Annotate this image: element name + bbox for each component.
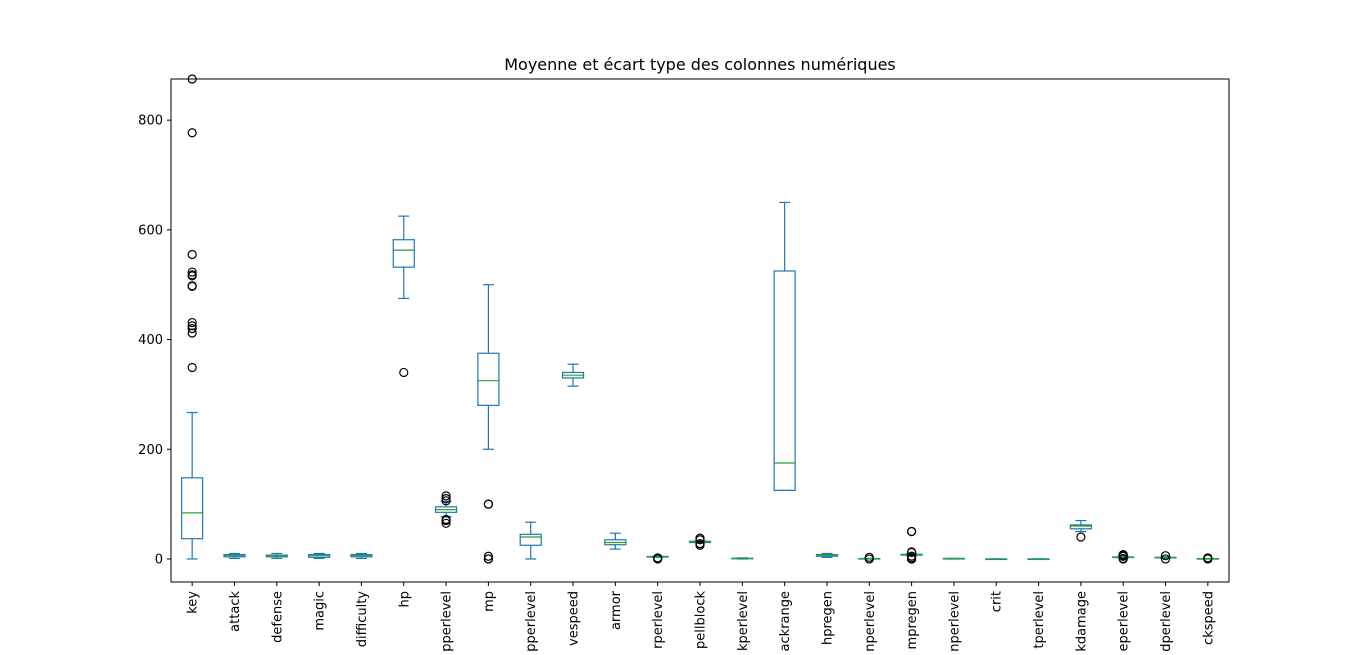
- x-tick-label: ackrange: [778, 591, 793, 651]
- flier-point: [187, 321, 197, 331]
- x-tick-label: kperlevel: [736, 591, 751, 651]
- flier-point: [695, 533, 705, 543]
- box-hpperlevel: [434, 491, 458, 528]
- x-tick-label: hpregen: [820, 591, 835, 645]
- flier-point: [441, 514, 451, 525]
- x-tick-label: defense: [270, 591, 285, 643]
- box-body: [519, 533, 542, 546]
- x-axis: key attack defense magic difficulty hp pperlev…: [186, 582, 1216, 652]
- box-movespeed: [561, 363, 585, 387]
- x-tick-label: mp: [482, 591, 497, 612]
- x-tick-label: tperlevel: [1032, 591, 1047, 649]
- box-hpregen: [815, 552, 839, 558]
- x-tick-label: magic: [313, 591, 328, 631]
- x-tick-label: crit: [990, 591, 1005, 612]
- box-hp: [392, 215, 415, 378]
- flier-point: [441, 494, 451, 504]
- box-body: [181, 477, 204, 540]
- flier-point: [695, 539, 705, 549]
- chart-title: Moyenne et écart type des colonnes numér…: [504, 55, 896, 74]
- flier-point: [399, 367, 409, 378]
- x-tick-label: dperlevel: [1159, 591, 1174, 652]
- box-mp: [477, 284, 500, 564]
- box-magic: [308, 552, 331, 560]
- x-tick-label: rperlevel: [651, 591, 666, 649]
- flier-point: [187, 328, 197, 338]
- flier-point: [187, 281, 197, 291]
- x-tick-label: key: [186, 591, 201, 614]
- box-mpperlevel: [519, 521, 542, 560]
- x-tick-label: ckspeed: [1201, 591, 1216, 645]
- box-body: [1069, 524, 1092, 530]
- x-tick-label: vespeed: [567, 591, 582, 646]
- flier-point: [441, 518, 451, 528]
- flier-point: [1160, 554, 1171, 564]
- x-tick-label: eperlevel: [1117, 591, 1132, 652]
- flier-point: [483, 554, 493, 564]
- flier-point: [1160, 551, 1171, 561]
- box-body: [392, 239, 415, 268]
- x-tick-label: pperlevel: [524, 591, 539, 652]
- x-tick-label: difficulty: [355, 591, 370, 648]
- flier-point: [187, 317, 197, 328]
- box-armorperlevel: [646, 553, 669, 564]
- plot-area-frame: [170, 78, 1230, 583]
- box-crit: [985, 558, 1008, 561]
- flier-point: [483, 499, 493, 509]
- flier-point: [187, 270, 197, 280]
- y-tick-label: 400: [138, 333, 163, 348]
- flier-point: [864, 552, 874, 562]
- flier-point: [187, 249, 197, 260]
- flier-point: [906, 526, 917, 537]
- box-hpregenperlevel: [858, 552, 881, 564]
- flier-point: [906, 551, 917, 561]
- box-spellblockperlevel: [731, 557, 754, 560]
- y-tick-label: 200: [138, 443, 163, 458]
- y-axis: 0 200 400 600 800: [138, 114, 171, 567]
- box-critperlevel: [1027, 558, 1050, 561]
- box-body: [773, 270, 796, 491]
- flier-point: [187, 323, 197, 334]
- y-tick-label: 0: [155, 552, 163, 567]
- x-tick-label: kdamage: [1074, 591, 1089, 652]
- flier-point: [1076, 532, 1086, 542]
- box-armor: [604, 532, 627, 550]
- flier-point: [483, 551, 493, 561]
- box-attackrange: [773, 201, 796, 491]
- box-body: [477, 352, 500, 406]
- box-attack: [223, 552, 246, 560]
- flier-point: [441, 491, 451, 501]
- x-tick-label: pellblock: [694, 591, 709, 649]
- flier-point: [187, 362, 197, 373]
- box-attackdamage: [1069, 519, 1092, 542]
- flier-point: [187, 267, 197, 277]
- box-key: [181, 74, 204, 560]
- y-tick-label: 600: [138, 223, 163, 238]
- x-tick-label: armor: [609, 590, 624, 630]
- x-tick-label: hp: [397, 591, 412, 608]
- x-tick-label: attack: [228, 591, 243, 632]
- x-tick-label: nperlevel: [947, 591, 962, 652]
- box-mpregenperlevel: [942, 557, 966, 560]
- box-difficulty: [350, 552, 373, 560]
- flier-point: [906, 547, 917, 557]
- x-tick-label: mpregen: [905, 591, 920, 649]
- boxes-layer: [181, 74, 1219, 564]
- flier-point: [187, 128, 197, 138]
- flier-point: [653, 553, 663, 563]
- flier-point: [1118, 549, 1128, 560]
- flier-point: [1203, 553, 1213, 563]
- x-tick-label: nperlevel: [863, 591, 878, 652]
- box-attackdamageperlevel: [1112, 549, 1135, 564]
- box-mpregen: [900, 526, 923, 564]
- box-defense: [265, 552, 288, 560]
- box-spellblock: [688, 533, 712, 550]
- y-tick-label: 800: [138, 114, 163, 129]
- box-attackspeedperlevel: [1154, 551, 1177, 564]
- box-attackspeed: [1196, 553, 1219, 564]
- x-tick-label: pperlevel: [440, 591, 455, 652]
